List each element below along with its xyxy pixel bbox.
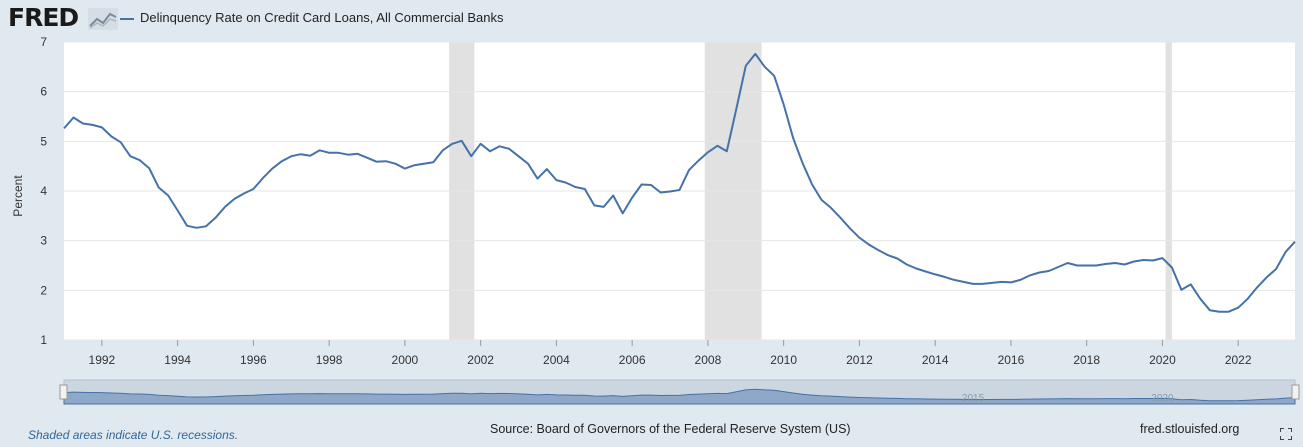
navigator-handle-right[interactable]	[1291, 384, 1300, 400]
y-tick-label: 2	[40, 283, 47, 297]
navigator-handle-left[interactable]	[59, 384, 68, 400]
x-tick-label: 2014	[922, 353, 949, 367]
x-tick-label: 1996	[240, 353, 267, 367]
site-link[interactable]: fred.stlouisfed.org	[1140, 422, 1240, 436]
y-axis-ticks: 1 2 3 4 5 6 7	[40, 36, 47, 347]
legend: Delinquency Rate on Credit Card Loans, A…	[120, 10, 503, 25]
x-tick-label: 2016	[998, 353, 1025, 367]
x-tick-label: 2004	[543, 353, 570, 367]
x-tick-label: 2018	[1073, 353, 1100, 367]
x-tick-label: 2012	[846, 353, 873, 367]
fullscreen-icon[interactable]	[1280, 428, 1292, 440]
gridlines	[64, 41, 1295, 341]
logo-text: FRED	[8, 3, 79, 32]
line-chart-icon	[88, 8, 118, 30]
x-tick-label: 1998	[316, 353, 343, 367]
y-tick-label: 4	[40, 184, 47, 198]
line-chart: 1 2 3 4 5 6 7 1992 1994 1996 1998 2000 2002 2004 2006…	[11, 36, 1300, 405]
legend-label: Delinquency Rate on Credit Card Loans, A…	[140, 10, 504, 25]
navigator-ticks: 2015 2020	[962, 393, 1174, 404]
x-tick-label: 1994	[164, 353, 191, 367]
navigator[interactable]: 2015 2020	[59, 379, 1300, 405]
x-tick-label: 2006	[619, 353, 646, 367]
navigator-area	[63, 388, 1296, 405]
source-note: Source: Board of Governors of the Federa…	[490, 422, 851, 436]
y-tick-label: 1	[40, 333, 47, 347]
chart-header: FRED Delinquency Rate on Credit Card Loa…	[0, 0, 1303, 36]
recession-note: Shaded areas indicate U.S. recessions.	[28, 428, 239, 442]
x-tick-label: 2000	[392, 353, 419, 367]
y-tick-label: 3	[40, 234, 47, 248]
y-tick-label: 6	[40, 85, 47, 99]
legend-swatch	[120, 17, 134, 20]
y-tick-label: 5	[40, 134, 47, 148]
x-tick-label: 1992	[89, 353, 116, 367]
x-tick-label: 2002	[467, 353, 494, 367]
y-axis-label: Percent	[11, 175, 25, 217]
x-tick-label: 2010	[770, 353, 797, 367]
x-tick-label: 2022	[1225, 353, 1252, 367]
x-axis-ticks: 1992 1994 1996 1998 2000 2002 2004 2006 2008 2010…	[89, 340, 1252, 367]
y-tick-label: 7	[40, 36, 47, 49]
x-tick-label: 2020	[1149, 353, 1176, 367]
x-tick-label: 2008	[695, 353, 722, 367]
navigator-tick-label: 2020	[1151, 393, 1174, 404]
navigator-tick-label: 2015	[962, 393, 985, 404]
series-line	[63, 52, 1296, 313]
